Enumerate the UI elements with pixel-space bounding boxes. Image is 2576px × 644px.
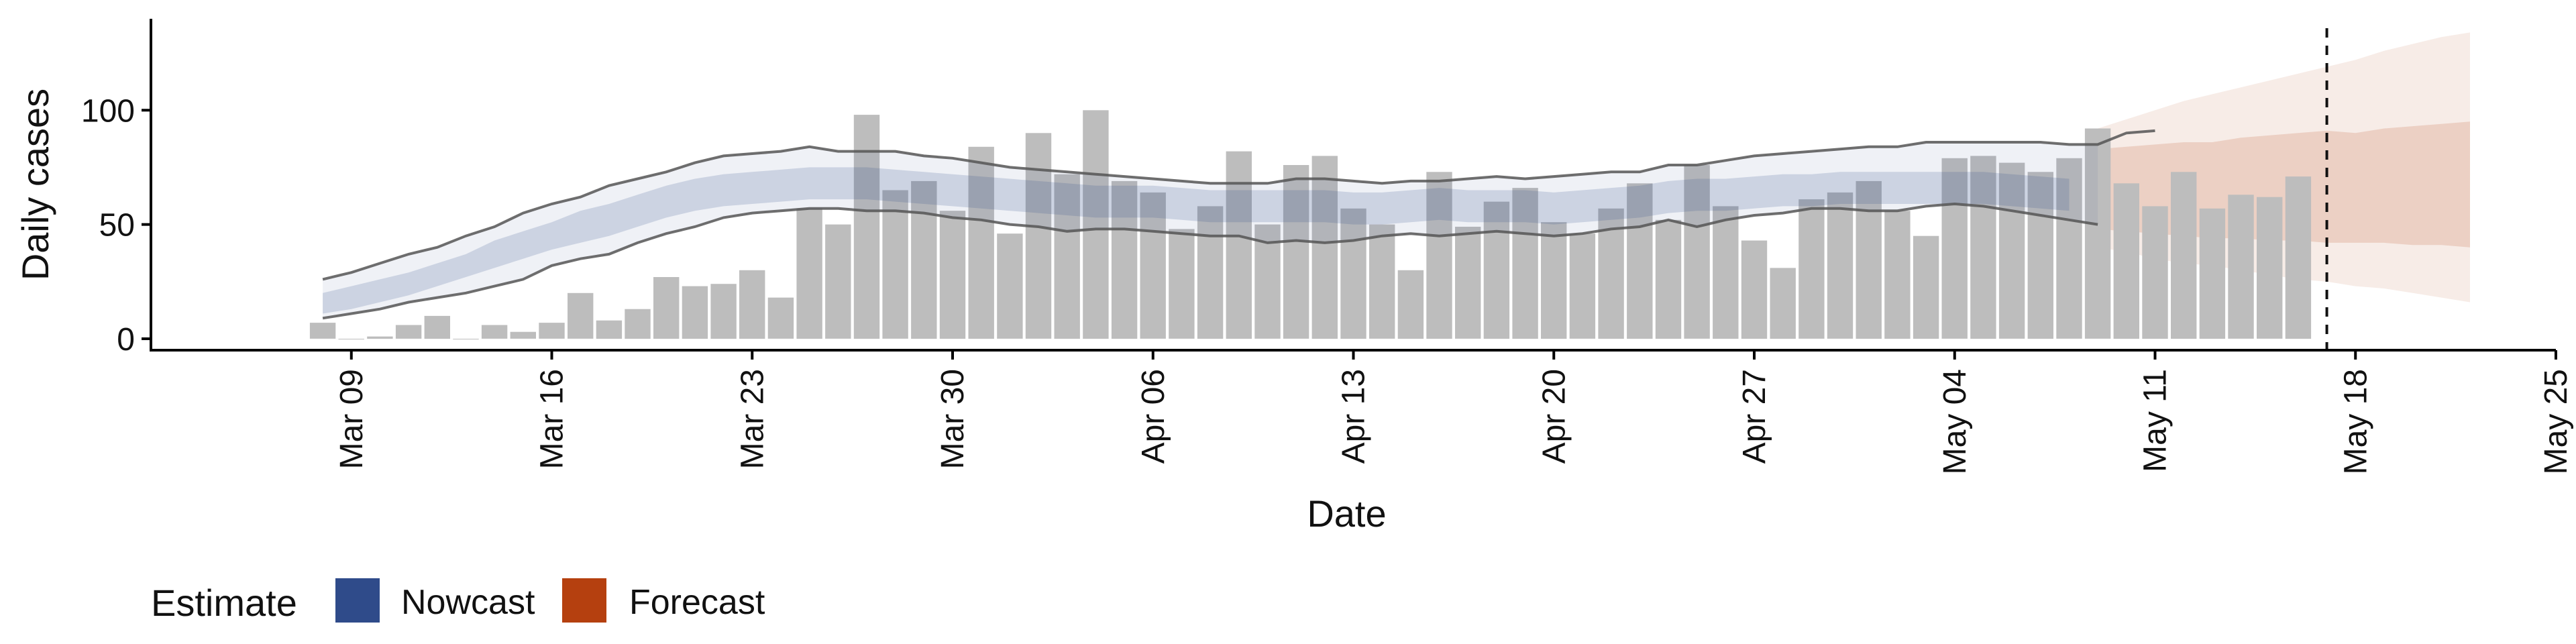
nowcast-inner-band: [323, 167, 2070, 314]
bar: [1827, 192, 1854, 339]
nowcast-outer-band: [323, 142, 2098, 319]
bar: [1025, 133, 1052, 339]
bar: [796, 208, 822, 339]
x-tick-label: Mar 30: [935, 369, 971, 469]
bar: [1340, 208, 1366, 339]
bar: [2171, 172, 2197, 339]
bar: [1426, 172, 1452, 339]
y-axis-title: Daily cases: [14, 89, 56, 280]
bar: [739, 270, 765, 339]
bar: [653, 277, 680, 339]
bar: [1799, 199, 1825, 339]
x-tick-label: Mar 09: [334, 369, 370, 469]
x-tick-label: May 04: [1937, 369, 1973, 474]
x-tick-label: May 25: [2538, 369, 2574, 474]
bar: [1311, 156, 1338, 339]
bar: [1111, 180, 1138, 339]
bar: [1083, 110, 1109, 339]
bar: [1397, 270, 1424, 339]
x-tick-label: Apr 20: [1536, 369, 1572, 464]
x-axis-title: Date: [1307, 492, 1386, 535]
bar: [1541, 222, 1567, 339]
y-tick-label: 100: [81, 93, 135, 129]
bar: [911, 180, 937, 339]
x-tick-label: May 11: [2138, 369, 2174, 472]
bar: [1169, 229, 1195, 339]
bar: [1941, 158, 1968, 339]
bar: [2027, 172, 2053, 339]
bar: [1283, 165, 1309, 339]
bar: [1970, 156, 1996, 339]
x-tick-label: Apr 27: [1737, 369, 1772, 464]
bar: [825, 224, 851, 339]
legend-label-forecast: Forecast: [629, 583, 765, 622]
bar: [424, 315, 450, 339]
bar: [2113, 183, 2139, 339]
legend: Estimate Nowcast Forecast: [151, 578, 765, 624]
y-tick-label: 50: [99, 208, 135, 244]
bar: [1483, 201, 1510, 339]
bar: [710, 284, 737, 339]
bar: [2056, 158, 2082, 339]
bar: [1884, 211, 1911, 339]
bar: [309, 323, 336, 339]
bar: [395, 325, 422, 339]
legend-swatch-forecast: [562, 578, 606, 623]
bar: [767, 297, 794, 339]
bar: [1684, 165, 1710, 339]
x-tick-label: Mar 23: [735, 369, 770, 469]
bar: [2199, 208, 2226, 339]
bar: [1913, 235, 1939, 339]
bar: [1998, 162, 2025, 339]
bar: [1741, 240, 1768, 339]
legend-swatch-nowcast: [335, 578, 380, 623]
bar: [510, 331, 536, 339]
bar: [1140, 192, 1166, 339]
axis-ticks: 0 50 100 Mar 09 Mar 16 Mar 23 Mar 30 Apr 06 Apr …: [81, 93, 2574, 474]
y-tick-label: 0: [117, 322, 135, 358]
bar: [539, 323, 565, 339]
nowcast-lower-line: [322, 202, 2098, 320]
bar: [1054, 174, 1080, 339]
bar: [1627, 183, 1653, 339]
bar: [596, 320, 623, 339]
legend-label-nowcast: Nowcast: [401, 583, 535, 622]
bar: [1512, 188, 1538, 339]
bar: [2285, 176, 2312, 339]
bar: [367, 336, 393, 339]
nowcast-upper-line: [322, 129, 2155, 281]
bar: [682, 286, 708, 339]
x-tick-label: Apr 06: [1136, 369, 1171, 464]
bar: [1569, 233, 1596, 339]
bar: [1455, 227, 1481, 339]
x-tick-label: Apr 13: [1336, 369, 1372, 464]
nowcast-bound-lines: [322, 129, 2155, 320]
bar: [2084, 128, 2111, 339]
bar: [882, 190, 908, 339]
bar: [1369, 224, 1395, 339]
bar: [853, 115, 880, 339]
bar: [1856, 180, 1882, 339]
bar: [2257, 197, 2283, 339]
bar: [939, 211, 966, 339]
reported-cases-bars: [309, 110, 2312, 339]
x-tick-label: Mar 16: [535, 369, 570, 469]
bar: [481, 325, 508, 339]
bar: [2228, 195, 2254, 339]
bar: [1197, 206, 1224, 339]
bar: [1713, 206, 1739, 339]
legend-title: Estimate: [151, 582, 297, 624]
bar: [968, 146, 994, 339]
x-tick-label: May 18: [2338, 369, 2373, 474]
bar: [625, 309, 651, 339]
bar: [2142, 206, 2168, 339]
bar: [568, 292, 594, 339]
nowcast-bands: [323, 142, 2098, 319]
bar: [1226, 151, 1252, 339]
bar: [1655, 219, 1682, 339]
bar: [1770, 268, 1796, 339]
bar: [997, 233, 1023, 339]
